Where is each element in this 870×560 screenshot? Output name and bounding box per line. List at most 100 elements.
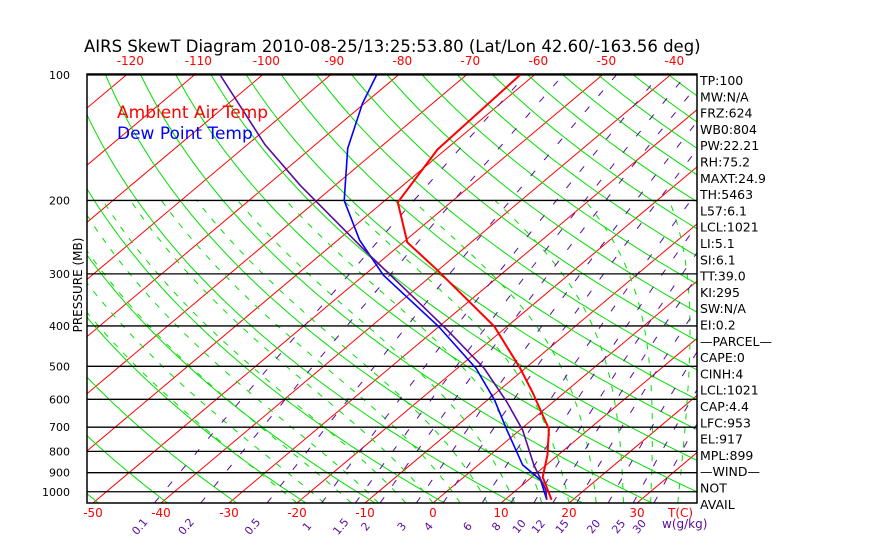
isotherm-line — [364, 223, 697, 503]
pressure-tick-label: 500 — [49, 360, 70, 373]
index-label: EI:0.2 — [700, 318, 736, 333]
isotherm-line — [0, 75, 58, 503]
top-temp-tick-label: -60 — [529, 54, 549, 68]
isotherm-line — [87, 74, 127, 109]
profile-parcel — [219, 74, 548, 500]
mixing-ratio-tick-label: 25 — [609, 517, 628, 536]
index-label: CAPE:0 — [700, 350, 745, 365]
isotherm-line — [228, 109, 697, 503]
index-label: LCL:1021 — [700, 220, 759, 235]
index-label: LCL:1021 — [700, 383, 759, 398]
moist-adiabat-line — [342, 199, 570, 503]
index-label: FRZ:624 — [700, 106, 753, 121]
isotherm-line — [92, 74, 603, 503]
index-label: —PARCEL— — [700, 334, 772, 349]
profiles — [219, 74, 553, 501]
mixing-ratio-tick-label: 6 — [460, 520, 474, 534]
index-label: WB0:804 — [700, 122, 757, 137]
dry-adiabat-line — [774, 75, 870, 503]
index-label: CAP:4.4 — [700, 399, 749, 414]
legend-dew-point-temp: Dew Point Temp — [117, 124, 253, 144]
dry-adiabat-line — [351, 74, 697, 342]
mixing-ratio-tick-label: 12 — [529, 517, 548, 536]
moist-adiabat-line — [411, 199, 597, 503]
isotherm-line — [296, 166, 697, 503]
moist-adiabat-line — [583, 199, 653, 503]
bottom-temp-tick-label: -40 — [151, 506, 171, 520]
isotherm-line — [87, 74, 331, 281]
mixing-ratio-line — [533, 251, 697, 503]
mixing-ratio-tick-label: 0.5 — [242, 516, 263, 538]
isotherm-line — [568, 394, 697, 503]
index-label: MW:N/A — [700, 89, 749, 104]
isotherm-line — [87, 74, 399, 338]
index-label: RH:75.2 — [700, 155, 750, 170]
isobars — [87, 74, 697, 493]
y-axis-label: PRESSURE (MB) — [71, 238, 85, 333]
top-temp-tick-label: -40 — [665, 54, 685, 68]
plot-frame — [86, 73, 698, 504]
mixing-ratio-tick-label: 0.1 — [129, 516, 150, 538]
dry-adiabat-line — [245, 74, 697, 431]
index-label: EL:917 — [700, 432, 743, 447]
pressure-tick-label: 200 — [49, 194, 70, 207]
index-label: LFC:953 — [700, 415, 751, 430]
moist-adiabat-line — [87, 214, 379, 503]
index-label: L57:6.1 — [700, 203, 747, 218]
mixing-ratio-line — [354, 74, 687, 503]
index-label: TH:5463 — [699, 187, 753, 202]
moist-adiabat-line — [236, 199, 516, 503]
top-temp-tick-label: -110 — [185, 54, 212, 68]
isotherm-line — [160, 74, 671, 503]
dry-adiabat-line — [422, 74, 697, 285]
index-label: LI:5.1 — [700, 236, 735, 251]
mixing-ratio-tick-label: 1 — [300, 520, 314, 534]
index-label: MAXT:24.9 — [700, 171, 766, 186]
mixing-ratio-axis-label: w(g/kg) — [662, 517, 707, 531]
mixing-ratio-line — [153, 74, 527, 503]
dry-adiabat-line — [527, 74, 697, 203]
index-label: AVAIL — [700, 497, 735, 512]
mixing-ratio-line — [481, 191, 697, 503]
pressure-tick-label: 100 — [49, 69, 70, 82]
legend-ambient-air-temp: Ambient Air Temp — [117, 103, 268, 123]
pressure-tick-label: 900 — [49, 467, 70, 480]
mixing-ratio-tick-label: 30 — [630, 517, 649, 536]
dry-adiabat-line — [492, 74, 697, 230]
dry-adiabat-line — [457, 74, 697, 257]
bottom-temp-tick-label: 0 — [429, 506, 437, 520]
top-temp-tick-label: -90 — [325, 54, 345, 68]
bottom-temp-tick-label: 30 — [629, 506, 644, 520]
index-label: CINH:4 — [700, 366, 743, 381]
isotherm-line — [87, 74, 263, 223]
top-temp-tick-label: -50 — [597, 54, 617, 68]
dry-adiabat-line — [668, 74, 697, 97]
isotherm-line — [432, 280, 697, 503]
mixing-ratio-tick-label: 4 — [421, 520, 435, 534]
moist-adiabat-line — [195, 199, 488, 503]
mixing-ratio-line — [653, 422, 697, 503]
index-label: NOT — [700, 481, 727, 496]
chart-title: AIRS SkewT Diagram 2010-08-25/13:25:53.8… — [84, 37, 701, 56]
top-temp-tick-label: -100 — [253, 54, 280, 68]
mixing-ratio-line — [552, 275, 697, 503]
index-label: SI:6.1 — [700, 252, 736, 267]
isotherm-line — [773, 75, 870, 503]
pressure-tick-label: 600 — [49, 393, 70, 406]
mixing-ratio-tick-label: 10 — [510, 517, 529, 536]
profile-ambient-air-temp — [396, 74, 553, 501]
index-label: MPL:899 — [700, 448, 753, 463]
moist-adiabat-line — [284, 199, 543, 503]
pressure-tick-label: 400 — [49, 320, 70, 333]
temp-axis-label: T(C) — [667, 506, 693, 520]
mixing-ratio-line — [379, 84, 697, 503]
index-label: TT:39.0 — [699, 269, 746, 284]
bottom-temp-tick-label: -10 — [355, 506, 375, 520]
top-temp-tick-label: -80 — [393, 54, 413, 68]
moist-adiabat-line — [101, 199, 407, 503]
mixing-ratio-tick-label: 0.2 — [176, 516, 197, 538]
mixing-ratio-line — [415, 120, 697, 503]
pressure-tick-label: 1000 — [42, 486, 70, 499]
dry-adiabat-line — [316, 74, 697, 371]
